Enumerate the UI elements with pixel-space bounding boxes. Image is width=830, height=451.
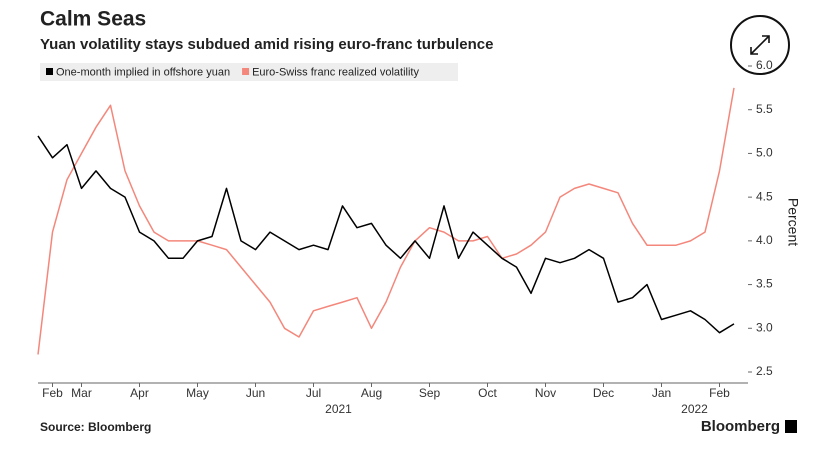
x-tick-label: Aug xyxy=(361,386,382,400)
brand-icon xyxy=(785,420,797,433)
x-tick-label: May xyxy=(186,386,209,400)
chart-title: Calm Seas xyxy=(40,8,146,31)
year-label: 2021 xyxy=(325,402,352,416)
source: Source: Bloomberg xyxy=(40,420,151,434)
x-tick-label: Sep xyxy=(419,386,441,400)
y-tick-label: 3.5 xyxy=(756,277,773,291)
x-tick-label: Mar xyxy=(71,386,92,400)
x-tick-label: Jul xyxy=(306,386,321,400)
y-tick-label: 2.5 xyxy=(756,364,773,378)
year-label: 2022 xyxy=(681,402,708,416)
x-tick-label: Jun xyxy=(246,386,265,400)
x-tick-label: Nov xyxy=(535,386,556,400)
y-axis-label: Percent xyxy=(785,198,801,246)
series-line xyxy=(37,87,735,355)
y-tick-label: 3.0 xyxy=(756,320,773,334)
x-tick-label: Apr xyxy=(130,386,149,400)
chart-subtitle: Yuan volatility stays subdued amid risin… xyxy=(40,36,493,53)
y-tick-label: 5.5 xyxy=(756,102,773,116)
x-tick-label: Feb xyxy=(709,386,730,400)
legend-swatch xyxy=(242,68,250,75)
expand-icon xyxy=(750,35,770,55)
legend-label: Euro-Swiss franc realized volatility xyxy=(252,66,419,78)
y-tick-label: 6.0 xyxy=(756,58,773,72)
x-tick-label: Jan xyxy=(652,386,671,400)
x-tick-label: Oct xyxy=(478,386,497,400)
y-tick-label: 5.0 xyxy=(756,146,773,160)
y-tick-label: 4.0 xyxy=(756,233,773,247)
brand: Bloomberg xyxy=(701,418,780,435)
x-tick-label: Dec xyxy=(593,386,614,400)
x-tick-label: Feb xyxy=(42,386,63,400)
series-line xyxy=(37,135,735,334)
legend-label: One-month implied in offshore yuan xyxy=(56,66,230,78)
y-tick-label: 4.5 xyxy=(756,189,773,203)
legend-swatch xyxy=(46,68,53,75)
